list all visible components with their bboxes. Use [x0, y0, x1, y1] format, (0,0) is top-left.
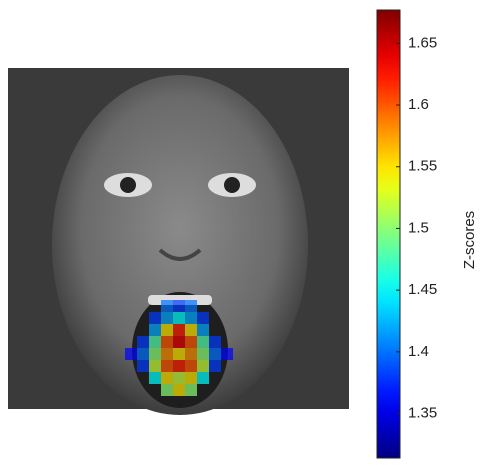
heat-cell	[197, 360, 209, 372]
heat-cell	[149, 360, 161, 372]
heat-cell	[209, 348, 221, 360]
nose	[158, 248, 202, 261]
heat-cell	[149, 372, 161, 384]
face	[52, 75, 308, 415]
tick-label: 1.4	[408, 343, 429, 360]
tick-label: 1.55	[408, 158, 437, 175]
heat-cell	[149, 312, 161, 324]
heatmap	[125, 300, 233, 396]
colorbar	[376, 9, 401, 459]
heat-cell	[185, 384, 197, 396]
heat-cell	[137, 336, 149, 348]
heat-cell	[173, 324, 185, 336]
heat-cell	[161, 372, 173, 384]
heat-cell	[185, 324, 197, 336]
heat-cell	[161, 360, 173, 372]
heat-cell	[161, 324, 173, 336]
heat-cell	[197, 312, 209, 324]
heat-cell	[185, 336, 197, 348]
heat-cell	[185, 360, 197, 372]
heat-cell	[173, 372, 185, 384]
heat-cell	[197, 372, 209, 384]
tick-label: 1.6	[408, 96, 429, 113]
heat-cell	[197, 336, 209, 348]
heat-cell	[185, 300, 197, 312]
heat-cell	[173, 348, 185, 360]
heat-cell	[173, 312, 185, 324]
pupil	[224, 177, 240, 193]
heat-cell	[197, 348, 209, 360]
tick-label: 1.35	[408, 405, 437, 422]
heat-cell	[161, 312, 173, 324]
heat-cell	[161, 336, 173, 348]
heat-cell	[185, 348, 197, 360]
colorbar-label: Z-scores	[461, 211, 478, 269]
pupil	[120, 177, 136, 193]
heat-cell	[137, 348, 149, 360]
heat-cell	[161, 384, 173, 396]
heat-cell	[173, 360, 185, 372]
heat-cell	[197, 324, 209, 336]
heat-cell	[173, 384, 185, 396]
tick-label: 1.45	[408, 281, 437, 298]
heat-cell	[137, 360, 149, 372]
heat-cell	[149, 324, 161, 336]
heat-cell	[149, 348, 161, 360]
heat-cell	[161, 348, 173, 360]
heat-cell	[209, 360, 221, 372]
tick-label: 1.65	[408, 34, 437, 51]
heat-cell	[209, 336, 221, 348]
heat-cell	[149, 336, 161, 348]
heat-cell	[185, 312, 197, 324]
heat-cell	[185, 372, 197, 384]
tick-label: 1.5	[408, 219, 429, 236]
heat-cell	[161, 300, 173, 312]
heat-cell	[221, 348, 233, 360]
heat-cell	[173, 336, 185, 348]
heat-cell	[173, 300, 185, 312]
heat-cell	[125, 348, 137, 360]
